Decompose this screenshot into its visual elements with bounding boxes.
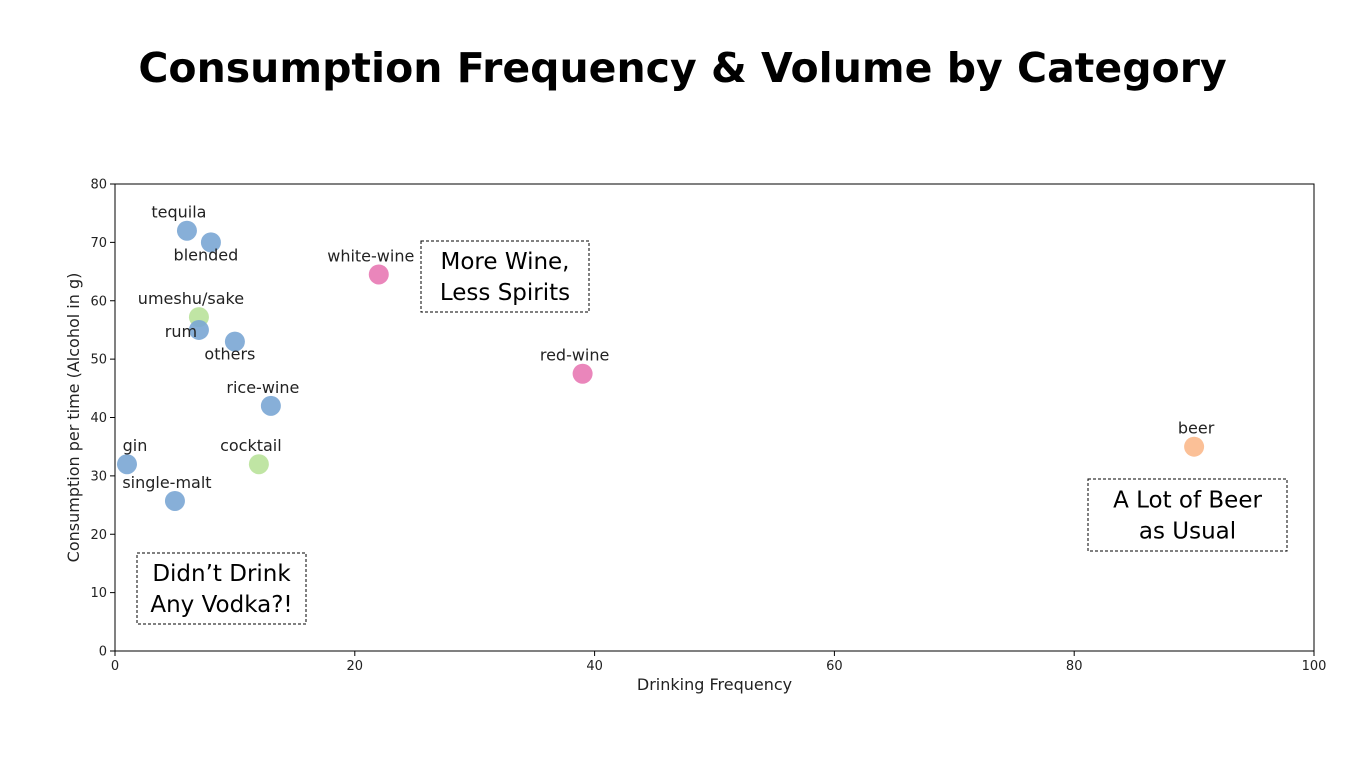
data-point-single-malt xyxy=(164,490,185,511)
point-label-cocktail: cocktail xyxy=(220,436,282,455)
y-tick-label: 70 xyxy=(90,236,107,251)
data-point-rice-wine xyxy=(260,395,281,416)
y-tick-label: 30 xyxy=(90,469,107,484)
x-tick-label: 20 xyxy=(347,659,364,674)
annotation-vodka-line: Any Vodka?! xyxy=(150,592,292,618)
annotation-vodka-line: Didn’t Drink xyxy=(152,561,291,587)
data-point-gin xyxy=(116,454,137,475)
point-label-tequila: tequila xyxy=(151,203,206,222)
data-point-others xyxy=(224,331,245,352)
y-tick-label: 0 xyxy=(99,645,107,660)
x-tick-label: 80 xyxy=(1066,659,1083,674)
y-axis-label: Consumption per time (Alcohol in g) xyxy=(64,273,83,563)
page-title: Consumption Frequency & Volume by Catego… xyxy=(138,44,1227,92)
data-point-cocktail xyxy=(248,454,269,475)
annotation-beer-line: as Usual xyxy=(1139,519,1236,545)
annotation-beer: A Lot of Beer as Usual xyxy=(1087,478,1288,552)
annotation-vodka: Didn’t Drink Any Vodka?! xyxy=(136,552,307,625)
y-tick-label: 50 xyxy=(90,353,107,368)
x-tick-label: 0 xyxy=(111,659,119,674)
y-tick-label: 10 xyxy=(90,586,107,601)
point-label-blended: blended xyxy=(174,245,239,264)
y-tick-label: 40 xyxy=(90,411,107,426)
point-label-single-malt: single-malt xyxy=(122,473,211,492)
data-point-tequila xyxy=(176,220,197,241)
point-label-rice-wine: rice-wine xyxy=(226,378,299,397)
annotation-wine-line: More Wine, xyxy=(441,249,570,275)
annotation-wine: More Wine, Less Spirits xyxy=(420,240,590,313)
x-tick-label: 40 xyxy=(586,659,603,674)
annotation-beer-box xyxy=(1087,478,1288,552)
y-tick-label: 80 xyxy=(90,178,107,193)
y-tick-label: 60 xyxy=(90,294,107,309)
point-label-beer: beer xyxy=(1178,419,1215,438)
point-label-white-wine: white-wine xyxy=(327,246,414,265)
annotation-beer-line: A Lot of Beer xyxy=(1113,488,1262,514)
data-point-beer xyxy=(1184,436,1205,457)
point-label-umeshu-sake: umeshu/sake xyxy=(138,289,244,308)
annotation-wine-line: Less Spirits xyxy=(440,280,570,306)
point-label-gin: gin xyxy=(123,436,148,455)
data-point-red-wine xyxy=(572,363,593,384)
y-tick-label: 20 xyxy=(90,528,107,543)
data-point-rum xyxy=(188,319,209,340)
x-axis-label: Drinking Frequency xyxy=(637,675,792,694)
point-label-rum: rum xyxy=(165,322,197,341)
x-tick-label: 60 xyxy=(826,659,843,674)
data-point-white-wine xyxy=(368,264,389,285)
point-label-red-wine: red-wine xyxy=(540,346,610,365)
annotation-vodka-box xyxy=(136,552,307,625)
annotation-wine-box xyxy=(420,240,590,313)
x-tick-label: 100 xyxy=(1302,659,1327,674)
point-label-others: others xyxy=(204,345,255,364)
data-point-blended xyxy=(200,232,221,253)
